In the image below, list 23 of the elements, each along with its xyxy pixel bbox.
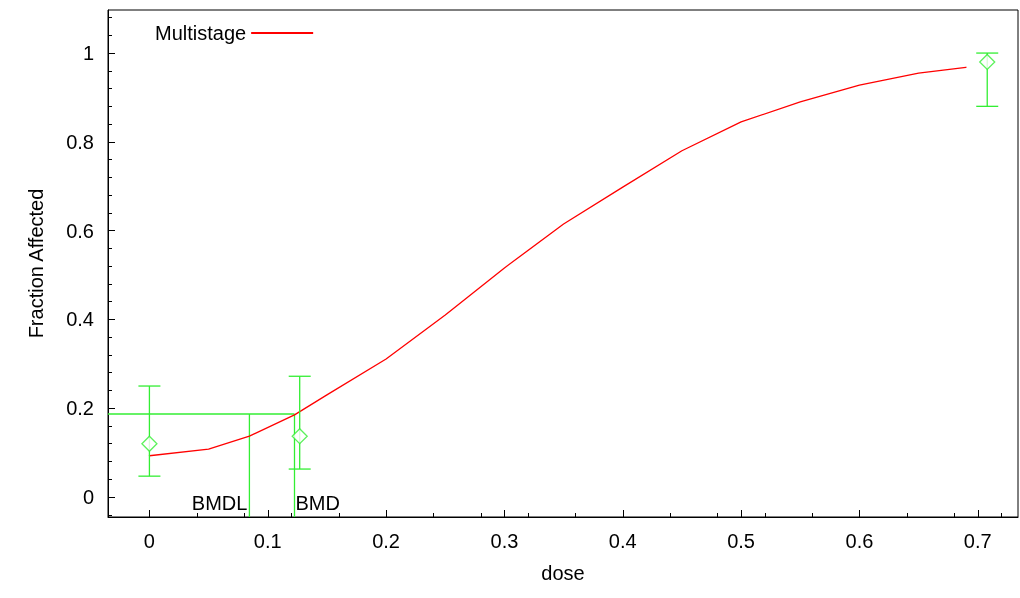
- line-series: [148, 66, 967, 457]
- x-axis-title: dose: [541, 562, 585, 584]
- y-tick-label: 0.8: [66, 130, 94, 153]
- y-tick-label: 0.2: [66, 397, 94, 420]
- y-tick-label: 0: [82, 486, 94, 509]
- legend-label: Multistage: [155, 22, 247, 44]
- x-tick-label: 0.7: [963, 530, 992, 552]
- x-tick-label: 0.3: [490, 530, 519, 552]
- x-tick-label: 0.4: [608, 530, 637, 552]
- point: [291, 428, 308, 445]
- ref-line-label: BMD: [295, 492, 340, 514]
- x-tick-label: 0.1: [253, 530, 282, 552]
- ref-line-label: BMDL: [191, 492, 248, 514]
- point: [979, 53, 996, 71]
- x-tick-label: 0.2: [372, 530, 400, 552]
- y-tick-label: 1: [82, 42, 94, 65]
- x-tick-label: 0.6: [845, 530, 874, 552]
- point: [141, 435, 158, 452]
- y-axis-title: Fraction Affected: [25, 188, 47, 339]
- y-tick-label: 0.4: [66, 308, 94, 331]
- y-tick-label: 0.6: [66, 219, 94, 242]
- x-tick-label: 0.5: [727, 530, 755, 552]
- x-tick-label: 0: [143, 530, 155, 552]
